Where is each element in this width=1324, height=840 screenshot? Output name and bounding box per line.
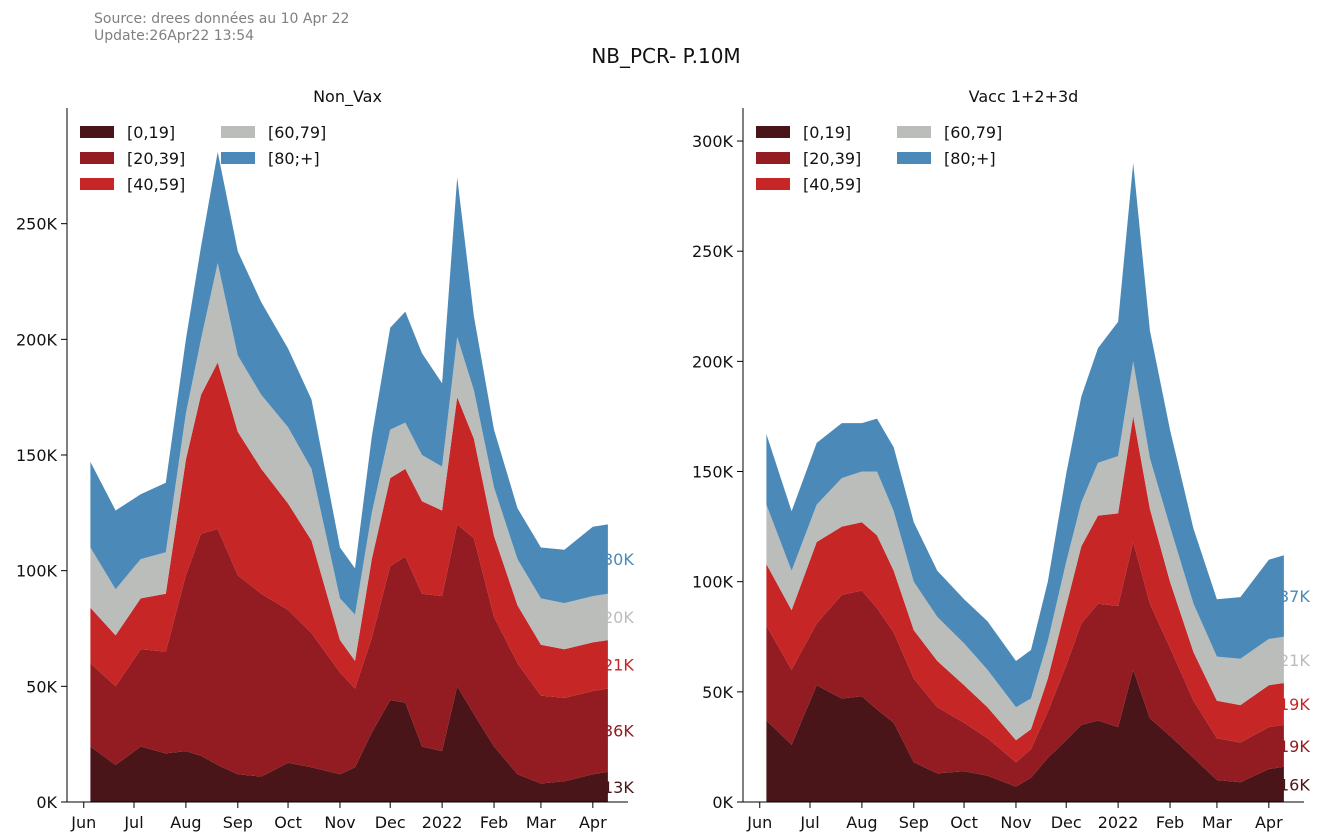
area-80-vacc (766, 163, 1284, 708)
x-tick-label: Aug (170, 813, 201, 832)
end-value-label-0-19: 16K (1279, 775, 1310, 794)
legend-swatch-40-59 (80, 178, 114, 190)
legend-label-60-79: [60,79] (944, 123, 1002, 142)
area-60-79-vacc (766, 361, 1284, 741)
legend-label-20-39: [20,39] (127, 149, 185, 168)
x-tick-label: Aug (846, 813, 877, 832)
y-tick-label: 50K (26, 677, 57, 696)
y-tick-label: 50K (702, 683, 733, 702)
x-tick-label: Feb (480, 813, 508, 832)
y-tick-label: 150K (692, 463, 734, 482)
end-value-label-80: 37K (1279, 587, 1310, 606)
legend-swatch-20-39 (80, 152, 114, 164)
x-tick-label: Dec (375, 813, 406, 832)
end-value-label-60-79: 21K (1279, 651, 1310, 670)
legend-swatch-0-19 (756, 126, 790, 138)
subplot-title-non-vax: Non_Vax (313, 87, 382, 107)
legend-swatch-40-59 (756, 178, 790, 190)
y-tick-label: 250K (692, 242, 734, 261)
area-20-39-non-vax (90, 524, 608, 784)
legend-label-80: [80;+] (944, 149, 996, 168)
chart-panel-non-vax: Non_Vax 0K 50K 100K 150K 200K 250K Jun Jul Aug Sep… (16, 87, 634, 832)
x-tick-label: Apr (579, 813, 607, 832)
legend-label-80: [80;+] (268, 149, 320, 168)
legend-swatch-80 (221, 152, 255, 164)
area-0-19-non-vax (90, 686, 608, 802)
end-value-label-80: 30K (603, 550, 634, 569)
end-value-label-60-79: 20K (603, 608, 634, 627)
subplot-title-vacc: Vacc 1+2+3d (969, 87, 1079, 106)
x-tick-label: Jun (746, 813, 772, 832)
legend-swatch-60-79 (221, 126, 255, 138)
legend-label-0-19: [0,19] (803, 123, 851, 142)
y-tick-label: 150K (16, 446, 58, 465)
y-tick-label: 0K (712, 793, 733, 812)
y-tick-label: 300K (692, 132, 734, 151)
area-40-59-vacc (766, 416, 1284, 763)
legend-swatch-20-39 (756, 152, 790, 164)
y-tick-label: 200K (692, 352, 734, 371)
source-text: Source: drees données au 10 Apr 22 (94, 11, 349, 27)
legend-swatch-80 (897, 152, 931, 164)
x-tick-label: Oct (950, 813, 978, 832)
y-tick-label: 200K (16, 330, 58, 349)
legend-non-vax: [0,19] [20,39] [40,59] [60,79] [80;+] (80, 123, 326, 194)
x-tick-label: Mar (526, 813, 557, 832)
x-tick-label: Dec (1051, 813, 1082, 832)
legend-label-40-59: [40,59] (803, 175, 861, 194)
y-tick-label: 100K (16, 562, 58, 581)
x-tick-label: Feb (1156, 813, 1184, 832)
x-tick-label: Apr (1255, 813, 1283, 832)
area-80-non-vax (90, 152, 608, 615)
y-tick-label: 100K (692, 573, 734, 592)
x-tick-label: Mar (1202, 813, 1233, 832)
legend-label-20-39: [20,39] (803, 149, 861, 168)
legend-swatch-0-19 (80, 126, 114, 138)
end-value-label-20-39: 36K (603, 721, 634, 740)
x-tick-label: Jul (799, 813, 819, 832)
update-text: Update:26Apr22 13:54 (94, 28, 254, 44)
chart-panel-vacc: Vacc 1+2+3d 0K 50K 100K 150K 200K 250K 300K Jun J… (692, 87, 1310, 832)
area-0-19-vacc (766, 669, 1284, 802)
end-value-label-20-39: 19K (1279, 737, 1310, 756)
y-tick-label: 250K (16, 215, 58, 234)
end-value-label-40-59: 21K (603, 655, 634, 674)
figure-title: NB_PCR- P.10M (591, 44, 740, 68)
end-value-label-40-59: 19K (1279, 695, 1310, 714)
legend-label-60-79: [60,79] (268, 123, 326, 142)
area-20-39-vacc (766, 542, 1284, 787)
x-tick-label: Sep (223, 813, 253, 832)
area-60-79-non-vax (90, 263, 608, 661)
x-tick-label: 2022 (1098, 813, 1139, 832)
x-tick-label: Nov (324, 813, 355, 832)
x-tick-label: Sep (899, 813, 929, 832)
area-40-59-non-vax (90, 362, 608, 698)
end-value-label-0-19: 13K (603, 778, 634, 797)
legend-label-40-59: [40,59] (127, 175, 185, 194)
x-tick-label: Jul (123, 813, 143, 832)
legend-label-0-19: [0,19] (127, 123, 175, 142)
x-tick-label: Oct (274, 813, 302, 832)
y-tick-label: 0K (36, 793, 57, 812)
x-tick-label: Nov (1000, 813, 1031, 832)
x-tick-label: 2022 (422, 813, 463, 832)
x-tick-label: Jun (70, 813, 96, 832)
legend-swatch-60-79 (897, 126, 931, 138)
legend-vacc: [0,19] [20,39] [40,59] [60,79] [80;+] (756, 123, 1002, 194)
